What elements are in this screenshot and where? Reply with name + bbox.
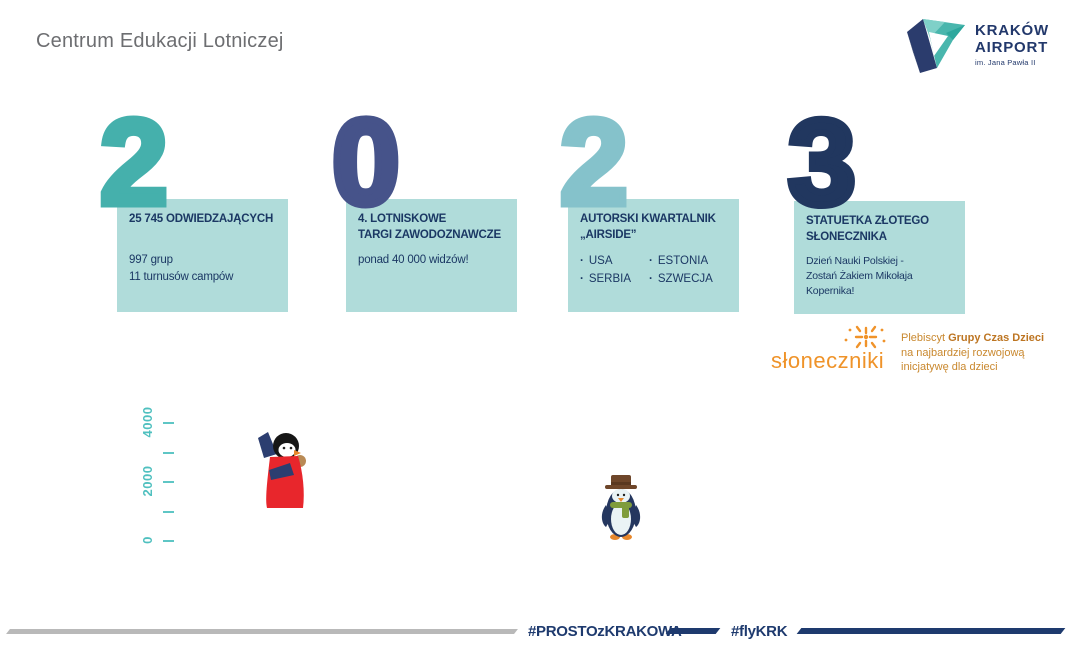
stat-box-golden-sunflower: STATUETKA ZŁOTEGO SŁONECZNIKA Dzień Nauk… <box>794 201 965 314</box>
footer-line-navy-long <box>796 628 1066 634</box>
year-digit-0: 0 <box>329 94 404 230</box>
stat-heading: 25 745 ODWIEDZAJĄCYCH <box>129 212 276 252</box>
stat-heading-line1: 4. LOTNISKOWE <box>358 213 447 225</box>
stat-body-line1: Dzień Nauki Polskiej - <box>806 255 904 267</box>
stat-box-visitors: 25 745 ODWIEDZAJĄCYCH 997 grup 11 turnus… <box>117 199 288 312</box>
hashtag-flykrk: #flyKRK <box>731 623 788 640</box>
bullet-icon: · <box>580 255 584 267</box>
desc-line3: inicjatywę dla dzieci <box>901 361 998 374</box>
y-axis-tick <box>163 451 174 454</box>
countries-col2: · ESTONIA · SZWECJA <box>649 252 713 289</box>
desc-line2: na najbardziej rozwojową <box>901 346 1025 359</box>
country-label: ESTONIA <box>657 255 709 267</box>
stat-heading: 4. LOTNISKOWE TARGI ZAWODOZNAWCZE <box>358 212 505 252</box>
country-label: USA <box>588 255 613 267</box>
logo-name-line1: KRAKÓW <box>975 22 1049 39</box>
sloneczniki-award-block: słoneczniki Plebiscyt Grupy Czas Dzieci … <box>770 322 1070 388</box>
bullet-icon: · <box>649 255 653 267</box>
y-axis-label: 2000 <box>139 465 155 497</box>
countries-col1: · USA · SERBIA <box>580 252 631 289</box>
stat-body-line2: Zostań Żakiem Mikołaja Kopernika! <box>806 270 913 298</box>
country-item: · ESTONIA <box>649 252 713 270</box>
stat-heading-line2: SŁONECZNIKA <box>806 230 887 243</box>
stat-body-line2: 11 turnusów campów <box>129 271 234 284</box>
country-item: · USA <box>580 252 631 270</box>
y-axis-tick <box>163 540 174 542</box>
y-axis-label: 4000 <box>139 406 155 438</box>
stat-heading: STATUETKA ZŁOTEGO SŁONECZNIKA <box>806 214 953 254</box>
country-item: · SZWECJA <box>649 270 713 288</box>
footer-line-navy-short <box>665 628 721 634</box>
stat-body: ponad 40 000 widzów! <box>358 252 505 269</box>
krakow-airport-logo: KRAKÓW AIRPORT im. Jana Pawła II <box>903 14 1068 84</box>
stat-body-line1: 997 grup <box>129 254 173 266</box>
logo-name-line2: AIRPORT <box>975 39 1049 56</box>
page-title: Centrum Edukacji Lotniczej <box>36 30 284 52</box>
penguin-red-coat-mascot-icon <box>258 432 306 508</box>
stat-box-job-fair: 4. LOTNISKOWE TARGI ZAWODOZNAWCZE ponad … <box>346 199 517 312</box>
year-digit-2b: 2 <box>557 94 632 230</box>
stat-body: 997 grup 11 turnusów campów <box>129 252 276 287</box>
sloneczniki-wordmark: słoneczniki <box>771 348 885 373</box>
stat-body: Dzień Nauki Polskiej - Zostań Żakiem Mik… <box>806 254 953 300</box>
stat-box-airside-quarterly: AUTORSKI KWARTALNIK „AIRSIDE” · USA · SERB… <box>568 199 739 312</box>
hashtag-prostozkrakowa: #PROSTOzKRAKOWA <box>528 623 682 640</box>
desc-prefix: Plebiscyt <box>901 332 949 344</box>
stat-heading-line1: 25 745 ODWIEDZAJĄCYCH <box>129 213 274 225</box>
stat-body-line1: ponad 40 000 widzów! <box>358 254 469 266</box>
y-axis-tick <box>163 422 174 424</box>
year-digit-3: 3 <box>785 94 860 230</box>
logo-text: KRAKÓW AIRPORT im. Jana Pawła II <box>975 22 1049 67</box>
year-digit-2: 2 <box>97 94 172 230</box>
country-item: · SERBIA <box>580 270 631 288</box>
bullet-icon: · <box>580 273 584 286</box>
logo-subtitle: im. Jana Pawła II <box>975 58 1036 67</box>
bullet-icon: · <box>649 273 653 286</box>
country-label: SERBIA <box>588 273 632 286</box>
desc-bold: Grupy Czas Dzieci <box>948 332 1045 344</box>
stat-heading-line1: AUTORSKI KWARTALNIK <box>580 213 716 225</box>
country-label: SZWECJA <box>657 273 713 286</box>
stat-heading-line1: STATUETKA ZŁOTEGO <box>806 215 929 227</box>
footer-line-gray <box>6 629 518 634</box>
sloneczniki-description: Plebiscyt Grupy Czas Dzieci na najbardzi… <box>901 331 1071 375</box>
stat-heading: AUTORSKI KWARTALNIK „AIRSIDE” <box>580 212 727 252</box>
stat-heading-line2: „AIRSIDE” <box>580 228 637 241</box>
stat-heading-line2: TARGI ZAWODOZNAWCZE <box>358 228 501 241</box>
penguin-hat-mascot-icon <box>601 475 641 540</box>
y-axis-label: 0 <box>139 536 155 544</box>
y-axis-tick <box>163 510 174 513</box>
y-axis-tick <box>163 481 174 483</box>
sunburst-icon <box>844 325 886 349</box>
countries-list: · USA · SERBIA · ESTONIA · SZWECJA <box>580 252 727 289</box>
airport-emblem-icon <box>907 19 965 73</box>
